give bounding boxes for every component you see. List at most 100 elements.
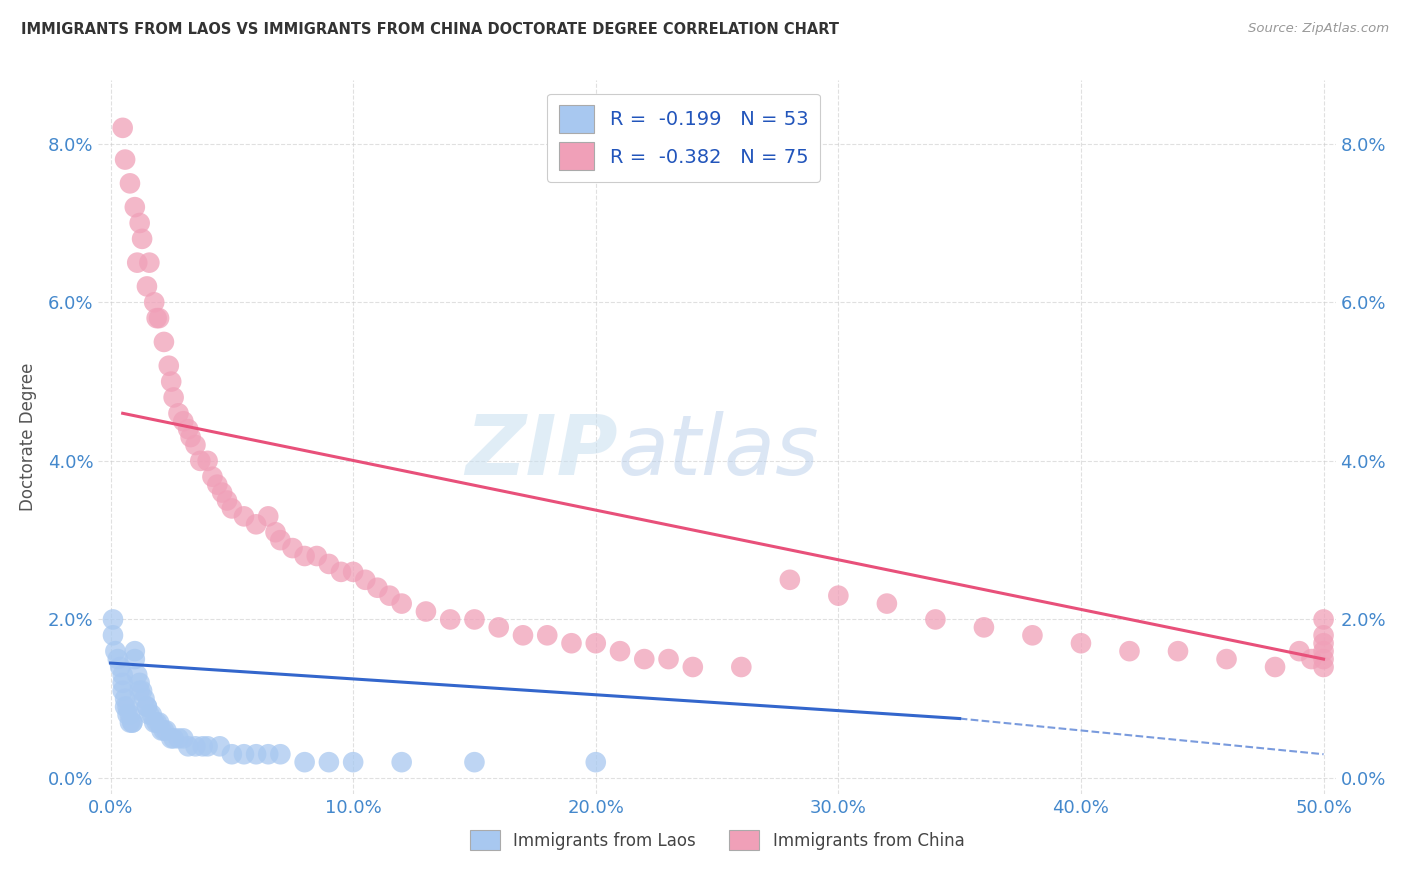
Point: [215, 493, 238, 508]
Point: [512, 628, 534, 642]
Point: [318, 557, 340, 571]
Point: [233, 509, 256, 524]
Text: atlas: atlas: [619, 411, 820, 491]
Point: [150, 723, 173, 738]
Point: [463, 612, 485, 626]
Point: [143, 295, 166, 310]
Point: [211, 485, 233, 500]
Point: [184, 739, 207, 754]
Point: [121, 715, 143, 730]
Point: [153, 723, 176, 738]
Point: [924, 612, 946, 626]
Point: [682, 660, 704, 674]
Point: [167, 406, 190, 420]
Point: [188, 454, 211, 468]
Point: [973, 620, 995, 634]
Point: [585, 636, 607, 650]
Point: [1312, 636, 1334, 650]
Point: [118, 177, 141, 191]
Point: [342, 565, 364, 579]
Point: [657, 652, 679, 666]
Point: [118, 707, 141, 722]
Point: [536, 628, 558, 642]
Point: [354, 573, 377, 587]
Point: [148, 715, 170, 730]
Point: [585, 755, 607, 769]
Text: IMMIGRANTS FROM LAOS VS IMMIGRANTS FROM CHINA DOCTORATE DEGREE CORRELATION CHART: IMMIGRANTS FROM LAOS VS IMMIGRANTS FROM …: [21, 22, 839, 37]
Legend: Immigrants from Laos, Immigrants from China: Immigrants from Laos, Immigrants from Ch…: [463, 823, 972, 857]
Point: [1312, 660, 1334, 674]
Point: [160, 731, 183, 746]
Point: [114, 699, 136, 714]
Point: [233, 747, 256, 762]
Point: [111, 676, 134, 690]
Point: [145, 311, 167, 326]
Point: [117, 707, 139, 722]
Point: [114, 691, 136, 706]
Point: [827, 589, 849, 603]
Point: [281, 541, 304, 555]
Point: [128, 683, 150, 698]
Point: [180, 430, 202, 444]
Point: [101, 612, 124, 626]
Point: [172, 731, 194, 746]
Point: [488, 620, 510, 634]
Point: [136, 699, 159, 714]
Point: [101, 628, 124, 642]
Point: [208, 739, 231, 754]
Point: [318, 755, 340, 769]
Point: [415, 605, 437, 619]
Point: [134, 691, 156, 706]
Point: [143, 715, 166, 730]
Point: [155, 723, 177, 738]
Point: [121, 715, 143, 730]
Text: Source: ZipAtlas.com: Source: ZipAtlas.com: [1249, 22, 1389, 36]
Point: [391, 597, 413, 611]
Point: [560, 636, 582, 650]
Point: [110, 660, 132, 674]
Point: [269, 533, 291, 548]
Point: [269, 747, 291, 762]
Point: [1312, 628, 1334, 642]
Point: [1312, 612, 1334, 626]
Point: [463, 755, 485, 769]
Point: [118, 715, 141, 730]
Point: [191, 739, 214, 754]
Text: ZIP: ZIP: [465, 411, 619, 491]
Point: [730, 660, 752, 674]
Point: [439, 612, 461, 626]
Point: [221, 747, 243, 762]
Point: [197, 454, 219, 468]
Point: [1070, 636, 1092, 650]
Point: [153, 334, 176, 349]
Point: [138, 255, 160, 269]
Point: [162, 731, 184, 746]
Point: [162, 391, 184, 405]
Point: [160, 375, 183, 389]
Point: [201, 469, 224, 483]
Point: [1312, 652, 1334, 666]
Point: [136, 279, 159, 293]
Point: [127, 668, 149, 682]
Point: [128, 676, 150, 690]
Point: [257, 747, 280, 762]
Point: [167, 731, 190, 746]
Point: [245, 517, 267, 532]
Point: [148, 311, 170, 326]
Point: [124, 644, 146, 658]
Point: [1215, 652, 1237, 666]
Point: [111, 120, 134, 135]
Point: [1288, 644, 1310, 658]
Point: [264, 525, 287, 540]
Point: [104, 644, 127, 658]
Point: [1264, 660, 1286, 674]
Point: [330, 565, 353, 579]
Point: [221, 501, 243, 516]
Point: [378, 589, 401, 603]
Point: [114, 153, 136, 167]
Point: [342, 755, 364, 769]
Point: [1301, 652, 1323, 666]
Point: [197, 739, 219, 754]
Point: [207, 477, 229, 491]
Point: [633, 652, 655, 666]
